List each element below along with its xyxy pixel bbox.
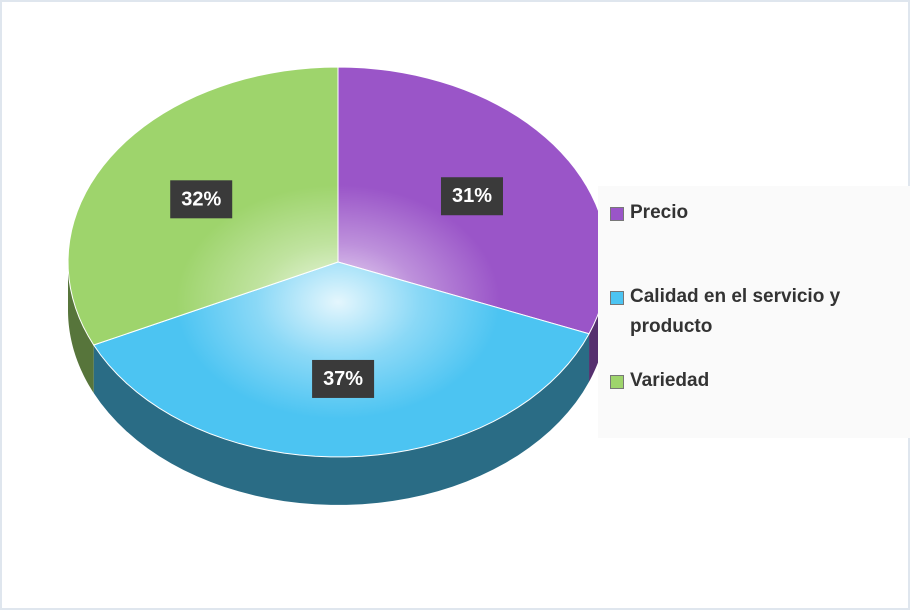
value-label: 37% <box>323 368 363 390</box>
value-label-box <box>312 359 375 398</box>
value-label-box <box>170 180 233 219</box>
value-label-box <box>440 177 503 216</box>
legend-label: Variedad <box>630 370 710 391</box>
legend-label: Calidad en el servicio y producto <box>630 286 841 337</box>
value-label: 32% <box>181 188 221 210</box>
pie-side <box>93 333 590 505</box>
pie-side <box>68 262 94 394</box>
value-label: 31% <box>452 185 492 207</box>
legend-swatch <box>610 375 624 389</box>
legend-item: Variedad <box>610 366 910 396</box>
legend-item: Precio <box>610 198 910 228</box>
legend-item: Calidad en el servicio y producto <box>610 282 910 342</box>
legend: Precio Calidad en el servicio y producto V… <box>598 186 910 438</box>
legend-label: Precio <box>630 202 689 223</box>
legend-swatch <box>610 207 624 221</box>
legend-swatch <box>610 291 624 305</box>
